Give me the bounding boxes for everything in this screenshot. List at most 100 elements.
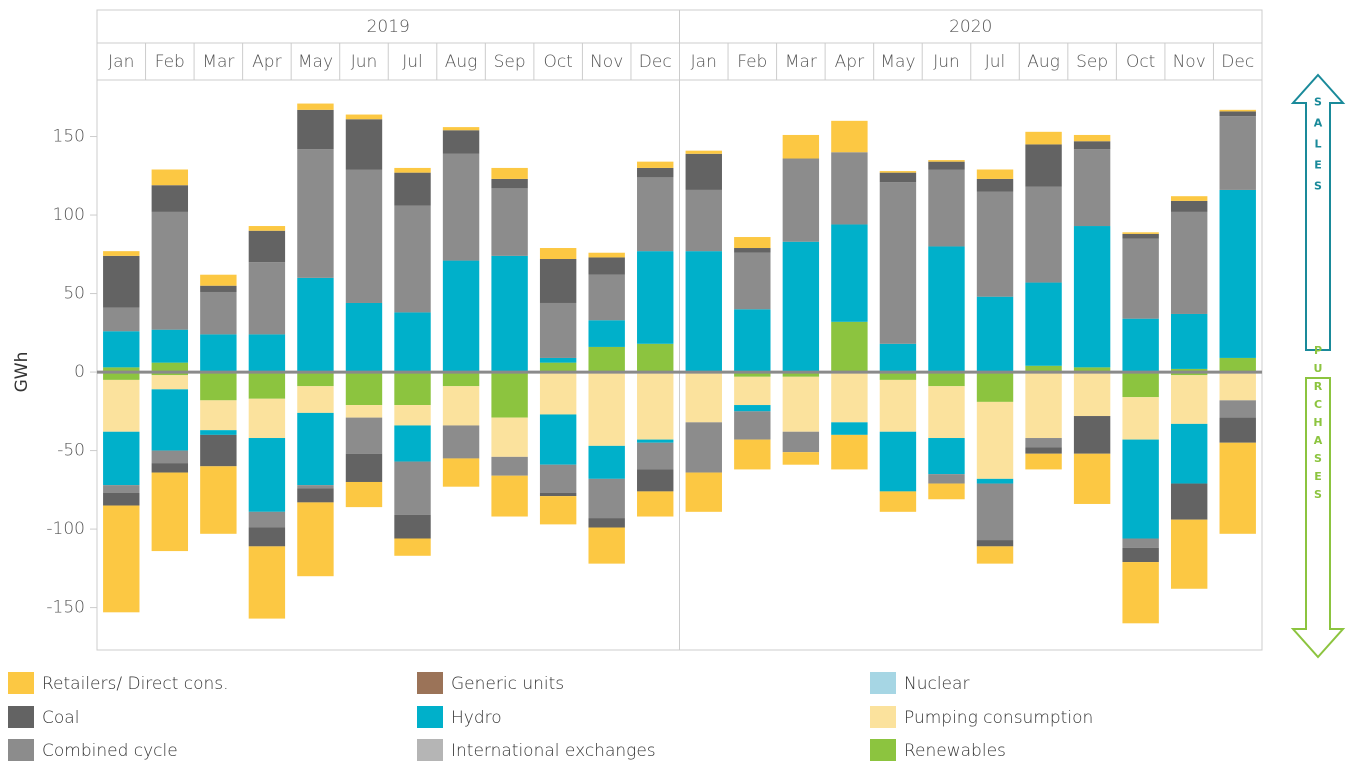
bar-segment xyxy=(782,134,820,159)
bar-segment xyxy=(831,434,868,470)
bar-segment xyxy=(151,472,189,552)
bar-segment xyxy=(1219,109,1256,112)
bar-segment xyxy=(491,456,528,476)
bar-segment xyxy=(151,169,189,186)
legend-swatch xyxy=(417,706,443,728)
bar-segment xyxy=(637,469,674,492)
bar-segment xyxy=(588,346,625,373)
bar-segment xyxy=(588,445,625,479)
bar-segment xyxy=(248,511,286,528)
bar-segment xyxy=(248,527,286,547)
bar-segment xyxy=(831,152,868,225)
bar-segment xyxy=(879,379,917,432)
bar-segment xyxy=(637,251,674,344)
legend-swatch xyxy=(8,706,34,728)
bar-segment xyxy=(248,334,286,373)
bar-segment xyxy=(1025,372,1062,439)
month-label: Oct xyxy=(1126,52,1155,72)
bar-segment xyxy=(879,171,917,173)
bar-segment xyxy=(394,405,431,426)
bar-segment xyxy=(491,255,528,373)
bar-segment xyxy=(1073,134,1111,142)
year-label: 2020 xyxy=(949,17,992,37)
bar-segment xyxy=(297,372,334,387)
bar-segment xyxy=(103,251,140,256)
bar-segment xyxy=(734,252,771,310)
bar-segment xyxy=(1025,438,1062,448)
y-tick-label: 0 xyxy=(74,362,85,382)
bar-segment xyxy=(782,452,820,465)
bar-segment xyxy=(1170,200,1208,212)
bar-segment xyxy=(1122,238,1159,319)
bar-segment xyxy=(1170,313,1208,369)
bar-segment xyxy=(539,362,577,373)
y-tick-label: 100 xyxy=(53,205,85,225)
bar-segment xyxy=(539,302,577,358)
bar-segment xyxy=(442,372,480,387)
bar-segment xyxy=(1219,357,1256,373)
y-tick-label: 150 xyxy=(53,127,85,147)
legend-label: Pumping consumption xyxy=(904,708,1093,728)
purchases-arrow xyxy=(1290,377,1346,659)
bar-segment xyxy=(1170,519,1208,589)
bar-segment xyxy=(588,274,625,321)
bar-segment xyxy=(394,538,431,556)
month-label: Jun xyxy=(351,52,378,72)
month-label: Nov xyxy=(1173,52,1206,72)
bar-segment xyxy=(151,211,189,330)
bar-segment xyxy=(297,502,334,577)
bar-segment xyxy=(1025,453,1062,470)
bar-segment xyxy=(442,130,480,154)
y-axis-label: GWh xyxy=(12,352,32,393)
bar-segment xyxy=(685,422,722,473)
bar-segment xyxy=(345,302,383,373)
bar-segment xyxy=(1122,232,1159,234)
bar-segment xyxy=(297,109,334,150)
year-label: 2019 xyxy=(367,17,410,37)
bar-segment xyxy=(637,167,674,178)
bar-segment xyxy=(685,251,722,373)
bar-segment xyxy=(976,178,1014,192)
bar-segment xyxy=(734,439,771,470)
bar-segment xyxy=(394,167,431,173)
bar-segment xyxy=(248,398,286,439)
bar-segment xyxy=(200,400,237,431)
bar-segment xyxy=(151,362,189,373)
bar-segment xyxy=(976,540,1014,547)
bar-segment xyxy=(1122,233,1159,239)
month-label: Feb xyxy=(155,52,185,72)
bar-segment xyxy=(394,205,431,313)
bar-segment xyxy=(491,167,528,179)
bar-segment xyxy=(1073,141,1111,150)
bar-segment xyxy=(200,334,237,373)
bar-segment xyxy=(1025,186,1062,283)
bar-segment xyxy=(1025,365,1062,373)
bar-segment xyxy=(200,291,237,335)
bar-segment xyxy=(200,372,237,401)
bar-segment xyxy=(976,546,1014,564)
month-label: Apr xyxy=(835,52,864,72)
bar-segment xyxy=(1073,367,1111,373)
bar-segment xyxy=(976,296,1014,373)
bar-segment xyxy=(539,357,577,363)
bar-segment xyxy=(491,417,528,457)
month-label: Nov xyxy=(590,52,623,72)
legend-label: Retailers/ Direct cons. xyxy=(42,674,229,694)
bar-segment xyxy=(491,178,528,189)
month-label: Jul xyxy=(985,52,1006,72)
bar-segment xyxy=(345,417,383,454)
bar-segment xyxy=(1073,226,1111,368)
bar-segment xyxy=(928,438,965,475)
bar-segment xyxy=(200,466,237,534)
bar-segment xyxy=(103,505,140,613)
bar-segment xyxy=(1122,372,1159,398)
bar-segment xyxy=(1025,144,1062,187)
legend-swatch xyxy=(870,672,896,694)
bar-segment xyxy=(782,376,820,432)
bar-segment xyxy=(685,472,722,512)
bar-segment xyxy=(539,259,577,303)
bar-segment xyxy=(1170,211,1208,314)
bar-segment xyxy=(345,119,383,170)
month-label: Feb xyxy=(737,52,767,72)
bar-segment xyxy=(588,252,625,258)
